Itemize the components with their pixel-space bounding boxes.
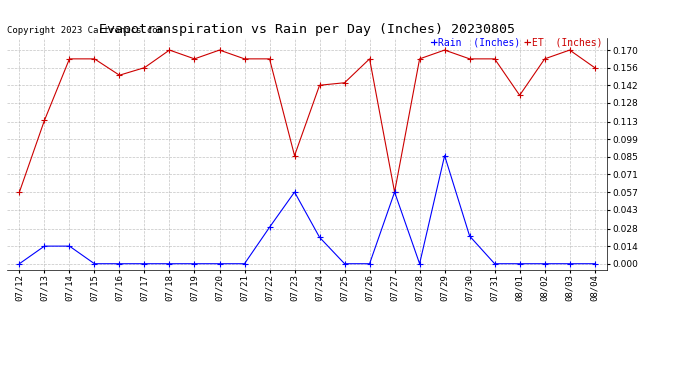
Line: Rain  (Inches): Rain (Inches)	[17, 153, 598, 267]
Line: ET  (Inches): ET (Inches)	[17, 47, 598, 195]
ET  (Inches)	[40, 118, 48, 123]
Rain  (Inches)	[391, 190, 399, 194]
ET  (Inches)	[540, 57, 549, 61]
Rain  (Inches)	[591, 261, 599, 266]
Rain  (Inches)	[240, 261, 248, 266]
ET  (Inches)	[366, 57, 374, 61]
Rain  (Inches)	[90, 261, 99, 266]
Rain  (Inches)	[440, 153, 449, 158]
ET  (Inches)	[566, 48, 574, 52]
Rain  (Inches)	[215, 261, 224, 266]
ET  (Inches)	[140, 65, 148, 70]
ET  (Inches)	[491, 57, 499, 61]
Rain  (Inches)	[40, 244, 48, 248]
Rain  (Inches)	[340, 261, 348, 266]
ET  (Inches)	[440, 48, 449, 52]
Legend: Rain  (Inches), ET  (Inches): Rain (Inches), ET (Inches)	[431, 38, 602, 48]
Rain  (Inches)	[290, 190, 299, 194]
Rain  (Inches)	[66, 244, 74, 248]
ET  (Inches)	[315, 83, 324, 87]
ET  (Inches)	[90, 57, 99, 61]
Rain  (Inches)	[466, 234, 474, 238]
ET  (Inches)	[115, 73, 124, 78]
Rain  (Inches)	[566, 261, 574, 266]
ET  (Inches)	[240, 57, 248, 61]
ET  (Inches)	[215, 48, 224, 52]
ET  (Inches)	[515, 93, 524, 98]
Rain  (Inches)	[115, 261, 124, 266]
ET  (Inches)	[340, 81, 348, 85]
Rain  (Inches)	[540, 261, 549, 266]
Rain  (Inches)	[315, 235, 324, 240]
Rain  (Inches)	[491, 261, 499, 266]
Rain  (Inches)	[266, 225, 274, 230]
ET  (Inches)	[66, 57, 74, 61]
ET  (Inches)	[391, 190, 399, 194]
ET  (Inches)	[591, 65, 599, 70]
Rain  (Inches)	[15, 261, 23, 266]
ET  (Inches)	[15, 190, 23, 194]
ET  (Inches)	[166, 48, 174, 52]
ET  (Inches)	[190, 57, 199, 61]
ET  (Inches)	[466, 57, 474, 61]
Rain  (Inches)	[166, 261, 174, 266]
Title: Evapotranspiration vs Rain per Day (Inches) 20230805: Evapotranspiration vs Rain per Day (Inch…	[99, 23, 515, 36]
Rain  (Inches)	[415, 261, 424, 266]
Rain  (Inches)	[366, 261, 374, 266]
Rain  (Inches)	[515, 261, 524, 266]
ET  (Inches)	[266, 57, 274, 61]
Rain  (Inches)	[190, 261, 199, 266]
ET  (Inches)	[290, 153, 299, 158]
Text: Copyright 2023 Cartronics.com: Copyright 2023 Cartronics.com	[7, 26, 163, 35]
Rain  (Inches)	[140, 261, 148, 266]
ET  (Inches)	[415, 57, 424, 61]
